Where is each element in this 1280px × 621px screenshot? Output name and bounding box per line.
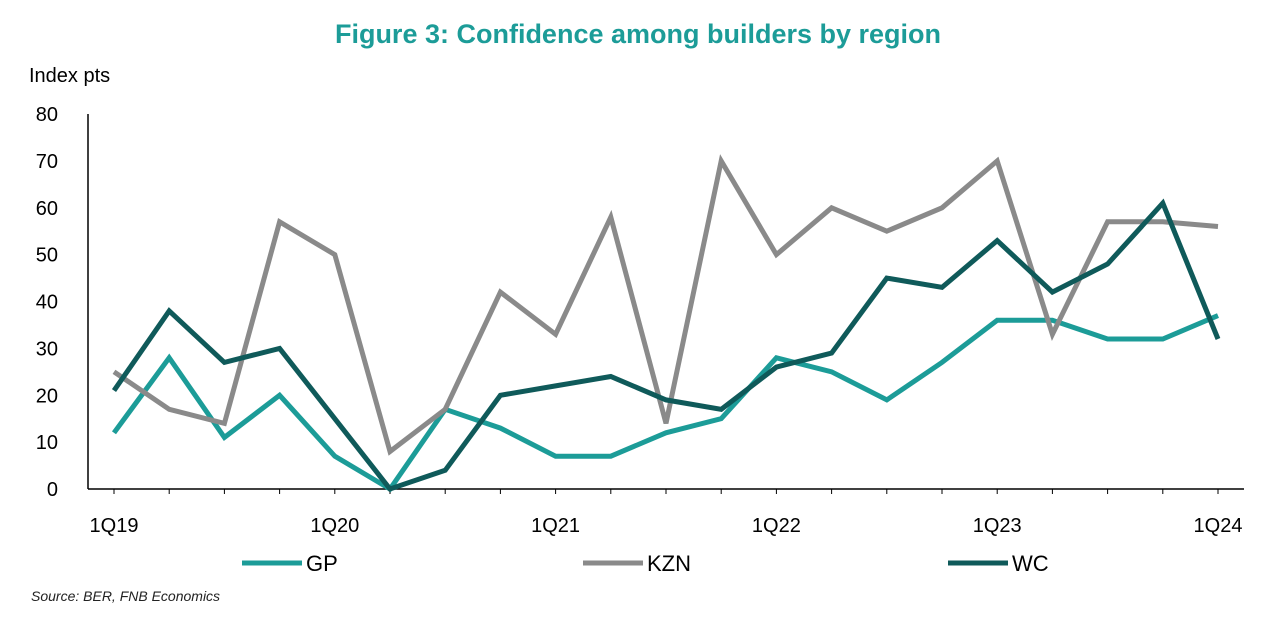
x-tick-label: 1Q21 xyxy=(531,515,580,537)
legend-label-wc: WC xyxy=(1012,551,1049,576)
y-tick-label: 20 xyxy=(36,385,58,407)
series-lines xyxy=(111,154,1221,493)
x-tick-label: 1Q20 xyxy=(310,515,359,537)
y-tick-label: 80 xyxy=(36,104,58,126)
series-line-gp xyxy=(111,313,1219,493)
x-tick-label: 1Q19 xyxy=(90,515,139,537)
x-axis-ticks: 1Q19 1Q20 1Q21 1Q22 1Q23 1Q24 xyxy=(90,489,1243,537)
series-line-wc xyxy=(111,198,1221,492)
y-axis-ticks: 0 10 20 30 40 50 60 70 80 xyxy=(36,104,58,501)
series-line-kzn xyxy=(112,154,1219,456)
y-tick-label: 30 xyxy=(36,338,58,360)
y-tick-label: 40 xyxy=(36,292,58,314)
y-tick-label: 50 xyxy=(36,245,58,267)
y-tick-label: 0 xyxy=(47,479,58,501)
chart-title: Figure 3: Confidence among builders by r… xyxy=(335,19,941,49)
x-tick-label: 1Q24 xyxy=(1194,515,1243,537)
legend: GP KZN WC xyxy=(242,551,1049,576)
y-tick-label: 60 xyxy=(36,198,58,220)
y-axis-label: Index pts xyxy=(29,65,110,87)
x-tick-label: 1Q22 xyxy=(752,515,801,537)
y-tick-label: 10 xyxy=(36,432,58,454)
y-tick-label: 70 xyxy=(36,151,58,173)
x-tick-label: 1Q23 xyxy=(973,515,1022,537)
source-note: Source: BER, FNB Economics xyxy=(31,588,220,604)
legend-label-gp: GP xyxy=(306,551,338,576)
legend-label-kzn: KZN xyxy=(647,551,691,576)
